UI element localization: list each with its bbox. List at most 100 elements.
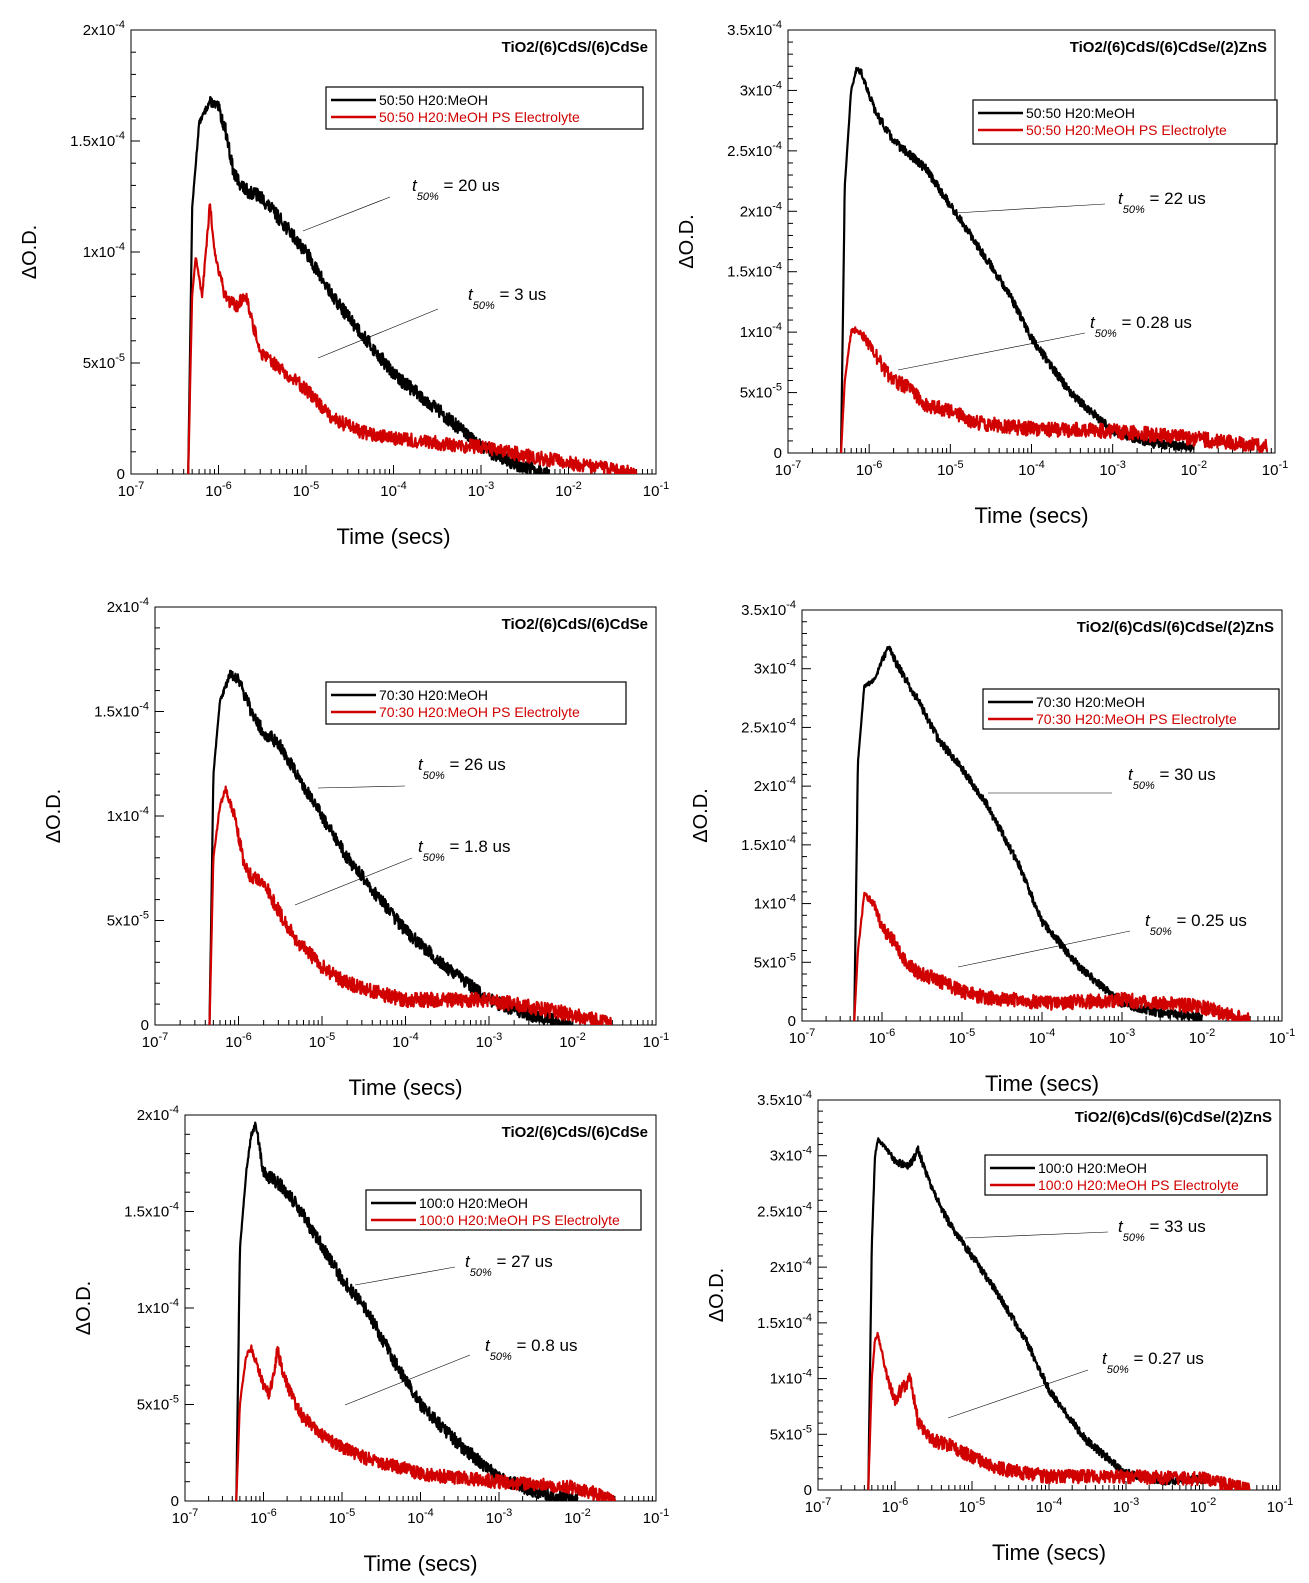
x-tick-label: 10-2 [555,480,581,500]
plot-frame [801,609,1283,1022]
series-line-2 [839,326,1269,453]
legend-label: 100:0 H20:MeOH [1038,1160,1147,1176]
annotation-label: t50% = 30 us [1128,765,1216,792]
annotation-leader-line [954,203,1106,214]
y-tick-label: 3x10-4 [740,79,782,99]
annotation-leader-line [317,785,406,789]
x-tick-label: 10-6 [205,480,231,500]
chart-title: TiO2/(6)CdS/(6)CdSe [502,39,648,56]
x-tick-label: 10-3 [1113,1496,1139,1516]
chart-title: TiO2/(6)CdS/(6)CdSe/(2)ZnS [1075,1109,1272,1126]
x-tick-label: 10-1 [643,480,669,500]
y-tick-label: 2x10-4 [770,1256,812,1276]
annotation-label: t50% = 0.8 us [485,1336,577,1363]
series-line-1 [235,1121,579,1501]
y-tick-label: 1x10-4 [137,1297,179,1317]
x-axis-label: Time (secs) [985,1071,1099,1096]
legend-label: 100:0 H20:MeOH PS Electrolyte [419,1212,620,1228]
x-tick-label: 10-6 [882,1496,908,1516]
annotation-label: t50% = 20 us [412,176,500,203]
legend-box [984,1154,1268,1196]
y-tick-label: 3x10-4 [754,658,796,678]
x-tick-label: 10-3 [1099,459,1125,479]
y-tick-label: 5x10-5 [754,951,796,971]
legend-label: 100:0 H20:MeOH PS Electrolyte [1038,1177,1239,1193]
y-tick-label: 3.5x10-4 [741,599,796,619]
x-tick-label: 10-3 [1109,1027,1135,1047]
y-tick-label: 1x10-4 [770,1368,812,1388]
plot-frame [184,1114,657,1502]
chart-panel-3: 10-7 10-6 10-5 10-4 10-3 10-2 10-1 0 5x10-5 1x10-… [43,596,669,1100]
chart-panel-6: 10-7 10-6 10-5 10-4 10-3 10-2 10-1 0 5x10-5 1x10-… [706,1089,1293,1565]
y-tick-label: 2.5x10-4 [727,140,782,160]
x-tick-label: 10-2 [1181,459,1207,479]
series-line-2 [208,785,613,1025]
y-tick-label: 3.5x10-4 [727,19,782,39]
y-tick-label: 1.5x10-4 [124,1201,179,1221]
legend-label: 70:30 H20:MeOH [1036,694,1145,710]
x-tick-label: 10-5 [949,1027,975,1047]
x-tick-label: 10-4 [407,1507,433,1527]
y-tick-label: 5x10-5 [107,910,149,930]
annotation-leader-line [317,308,439,359]
x-tick-label: 10-7 [805,1496,831,1516]
x-tick-label: 10-1 [1262,459,1288,479]
chart-title: TiO2/(6)CdS/(6)CdSe [502,1124,648,1141]
annotation-label: t50% = 22 us [1118,189,1206,216]
y-tick-label: 1x10-4 [740,321,782,341]
y-tick-label: 3x10-4 [770,1145,812,1165]
y-tick-label: 1.5x10-4 [70,130,125,150]
chart-title: TiO2/(6)CdS/(6)CdSe [502,616,648,633]
y-tick-label: 2x10-4 [740,200,782,220]
x-tick-label: 10-4 [1029,1027,1055,1047]
series-line-2 [187,203,638,474]
x-tick-label: 10-2 [564,1507,590,1527]
x-tick-label: 10-2 [559,1031,585,1051]
legend-label: 100:0 H20:MeOH [419,1195,528,1211]
y-tick-label: 5x10-5 [83,352,125,372]
x-tick-label: 10-5 [329,1507,355,1527]
x-tick-label: 10-1 [643,1031,669,1051]
x-axis-label: Time (secs) [974,503,1088,528]
annotation-label: t50% = 33 us [1118,1217,1206,1244]
y-axis-label: ΔO.D. [19,225,41,279]
x-axis-label: Time (secs) [348,1075,462,1100]
series-line-1 [839,66,1195,453]
series-line-2 [853,891,1252,1021]
x-tick-label: 10-5 [959,1496,985,1516]
y-tick-label: 1.5x10-4 [757,1312,812,1332]
chart-title: TiO2/(6)CdS/(6)CdSe/(2)ZnS [1077,619,1274,636]
annotation-leader-line [302,196,391,232]
x-axis-label: Time (secs) [363,1551,477,1576]
legend-box [972,99,1278,145]
series-line-1 [187,96,551,474]
annotation-leader-line [957,930,1131,968]
x-tick-label: 10-7 [789,1027,815,1047]
x-tick-label: 10-6 [856,459,882,479]
x-axis-label: Time (secs) [336,524,450,549]
x-axis-label: Time (secs) [992,1540,1106,1565]
y-tick-label: 2x10-4 [83,19,125,39]
legend-label: 50:50 H20:MeOH PS Electrolyte [379,109,580,125]
y-axis-label: ΔO.D. [73,1281,95,1335]
chart-panel-5: 10-7 10-6 10-5 10-4 10-3 10-2 10-1 0 5x10-5 1x10-… [73,1104,669,1576]
y-axis-label: ΔO.D. [706,1268,728,1322]
y-tick-label: 1.5x10-4 [741,834,796,854]
x-tick-label: 10-4 [1036,1496,1062,1516]
x-tick-label: 10-2 [1190,1496,1216,1516]
x-tick-label: 10-7 [142,1031,168,1051]
y-tick-label: 0 [774,445,782,462]
annotation-leader-line [897,332,1086,371]
x-tick-label: 10-3 [476,1031,502,1051]
legend-label: 50:50 H20:MeOH [379,92,488,108]
x-tick-label: 10-7 [172,1507,198,1527]
y-axis-label: ΔO.D. [690,788,712,842]
x-tick-label: 10-1 [1269,1027,1295,1047]
series-line-2 [867,1331,1251,1490]
